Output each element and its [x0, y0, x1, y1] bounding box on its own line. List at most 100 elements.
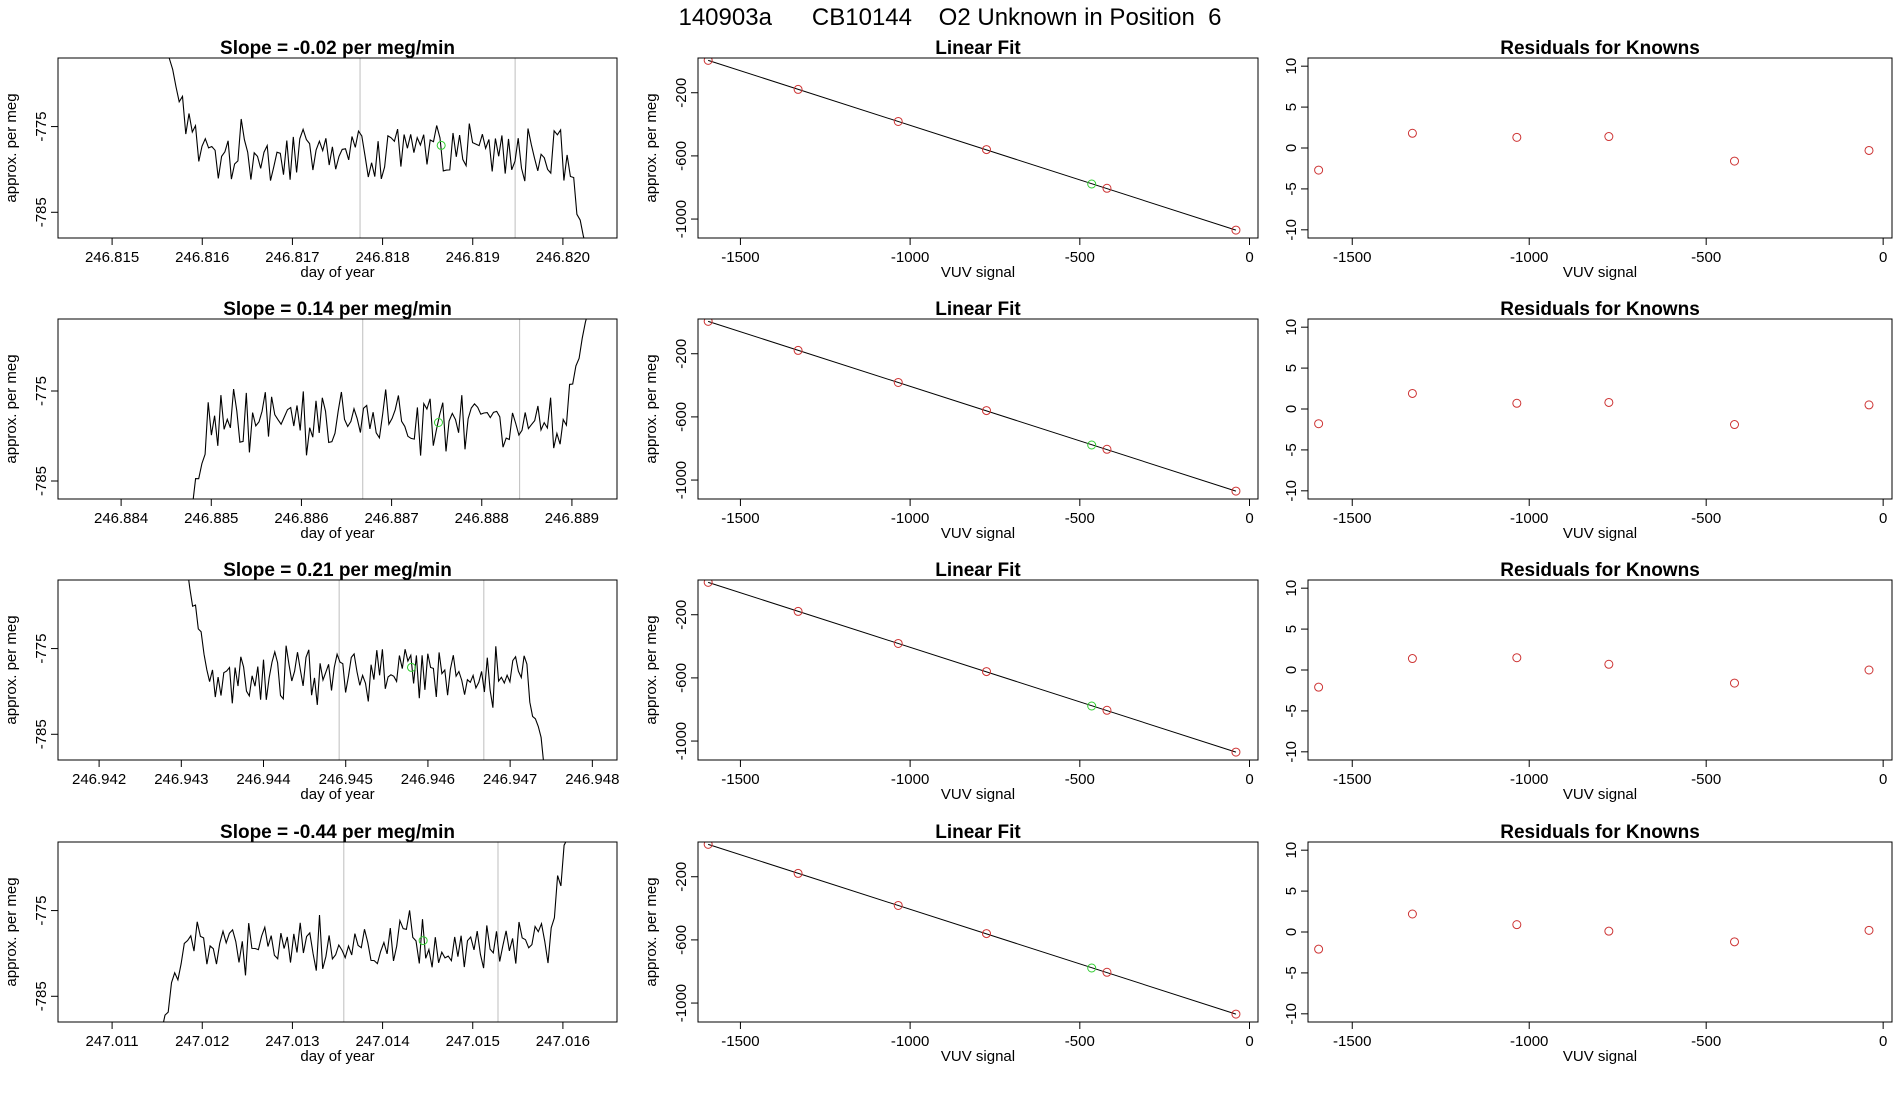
residual-point: [1864, 400, 1874, 410]
x-axis: -1500 -1000 -500 0: [721, 499, 1254, 527]
x-tick-label: 247.012: [175, 1033, 229, 1050]
known-point: [1231, 225, 1241, 235]
plot-frame: [697, 318, 1259, 500]
y-tick-label: -1000: [673, 722, 690, 760]
plot-area: [703, 319, 1241, 496]
x-tick-label: 246.888: [455, 510, 509, 527]
x-axis-label: day of year: [300, 786, 374, 803]
x-tick-label: 246.885: [184, 510, 238, 527]
y-tick-label: -5: [1283, 443, 1300, 456]
y-axis-label: approx. per meg: [3, 615, 20, 724]
unknown-point: [1087, 440, 1097, 450]
plot-area: [192, 319, 587, 499]
panel-title: Residuals for Knowns: [1500, 38, 1700, 59]
x-tick-label: 246.887: [364, 510, 418, 527]
residual-point: [1729, 937, 1739, 947]
residual-point: [1407, 388, 1417, 398]
residual-point: [1729, 678, 1739, 688]
known-point: [893, 377, 903, 387]
y-axis-label: approx. per meg: [643, 615, 660, 724]
y-tick-label: -200: [673, 600, 690, 630]
residual-point: [1512, 920, 1522, 930]
series-line: [188, 580, 544, 760]
residual-point: [1729, 156, 1739, 166]
plot-frame: [57, 57, 618, 239]
y-tick-label: -10: [1283, 480, 1300, 502]
residual-point: [1407, 128, 1417, 138]
known-point: [793, 345, 803, 355]
x-tick-label: -1500: [1333, 1033, 1371, 1050]
residual-point: [1604, 659, 1614, 669]
plot-frame: [1307, 57, 1893, 239]
y-tick-label: -200: [673, 862, 690, 892]
y-tick-label: -785: [33, 981, 50, 1011]
x-axis-label: day of year: [300, 264, 374, 281]
x-tick-label: 246.816: [175, 249, 229, 266]
panel-4-3: Residuals for Knowns -1500 -1000 -500 0 VUV s…: [1283, 822, 1893, 1065]
x-axis: 246.815 246.816 246.817 246.818 246.819 246.8…: [85, 238, 590, 266]
known-point: [981, 145, 991, 155]
x-tick-label: -1000: [1510, 510, 1548, 527]
y-tick-label: -10: [1283, 741, 1300, 763]
y-axis: -775 -785: [33, 112, 58, 227]
x-tick-label: 0: [1245, 510, 1253, 527]
known-point: [1102, 967, 1112, 977]
x-axis-label: VUV signal: [1563, 525, 1637, 542]
plot-frame: [1307, 841, 1893, 1023]
residual-point: [1729, 420, 1739, 430]
x-tick-label: 246.945: [319, 771, 373, 788]
y-tick-label: -775: [33, 376, 50, 406]
series-line: [192, 319, 587, 499]
y-axis: 10 5 0 -5 -10: [1283, 319, 1308, 502]
y-axis: -775 -785: [33, 896, 58, 1011]
y-tick-label: 0: [1283, 666, 1300, 674]
y-tick-label: -10: [1283, 219, 1300, 241]
x-tick-label: 0: [1245, 249, 1253, 266]
y-axis-label: approx. per meg: [643, 354, 660, 463]
x-tick-label: 0: [1879, 249, 1887, 266]
x-tick-label: 0: [1879, 771, 1887, 788]
y-axis: -775 -785: [33, 634, 58, 749]
panel-title: Slope = 0.14 per meg/min: [223, 299, 452, 320]
plot-frame: [57, 318, 618, 500]
plot-area: [703, 580, 1241, 757]
x-axis-label: VUV signal: [941, 1048, 1015, 1065]
x-tick-label: -500: [1065, 771, 1095, 788]
residual-point: [1604, 397, 1614, 407]
known-point: [1231, 1009, 1241, 1019]
plot-frame: [1307, 318, 1893, 500]
unknown-point: [1087, 701, 1097, 711]
panel-title: Linear Fit: [935, 822, 1021, 843]
x-axis-label: VUV signal: [1563, 264, 1637, 281]
plot-area: [1314, 128, 1874, 175]
x-tick-label: 246.820: [536, 249, 590, 266]
x-axis: -1500 -1000 -500 0: [721, 238, 1254, 266]
x-tick-label: 247.013: [265, 1033, 319, 1050]
y-tick-label: -785: [33, 719, 50, 749]
y-tick-label: -600: [673, 925, 690, 955]
panel-title: Residuals for Knowns: [1500, 299, 1700, 320]
y-tick-label: -600: [673, 141, 690, 171]
x-tick-label: 246.948: [565, 771, 619, 788]
y-tick-label: 10: [1283, 319, 1300, 336]
plot-frame: [57, 579, 618, 761]
y-tick-label: -200: [673, 78, 690, 108]
known-point: [793, 606, 803, 616]
x-axis: -1500 -1000 -500 0: [721, 1022, 1254, 1050]
residual-point: [1604, 132, 1614, 142]
y-tick-label: -1000: [673, 200, 690, 238]
y-axis-label: approx. per meg: [3, 877, 20, 986]
y-tick-label: -775: [33, 112, 50, 142]
y-axis: -200 -600 -1000: [673, 339, 698, 499]
known-point: [981, 406, 991, 416]
fit-line: [708, 581, 1237, 753]
x-axis-label: VUV signal: [1563, 786, 1637, 803]
x-tick-label: 0: [1879, 510, 1887, 527]
known-point: [793, 868, 803, 878]
x-tick-label: -500: [1691, 1033, 1721, 1050]
residual-point: [1407, 654, 1417, 664]
x-tick-label: -1000: [891, 510, 929, 527]
y-tick-label: 5: [1283, 364, 1300, 372]
